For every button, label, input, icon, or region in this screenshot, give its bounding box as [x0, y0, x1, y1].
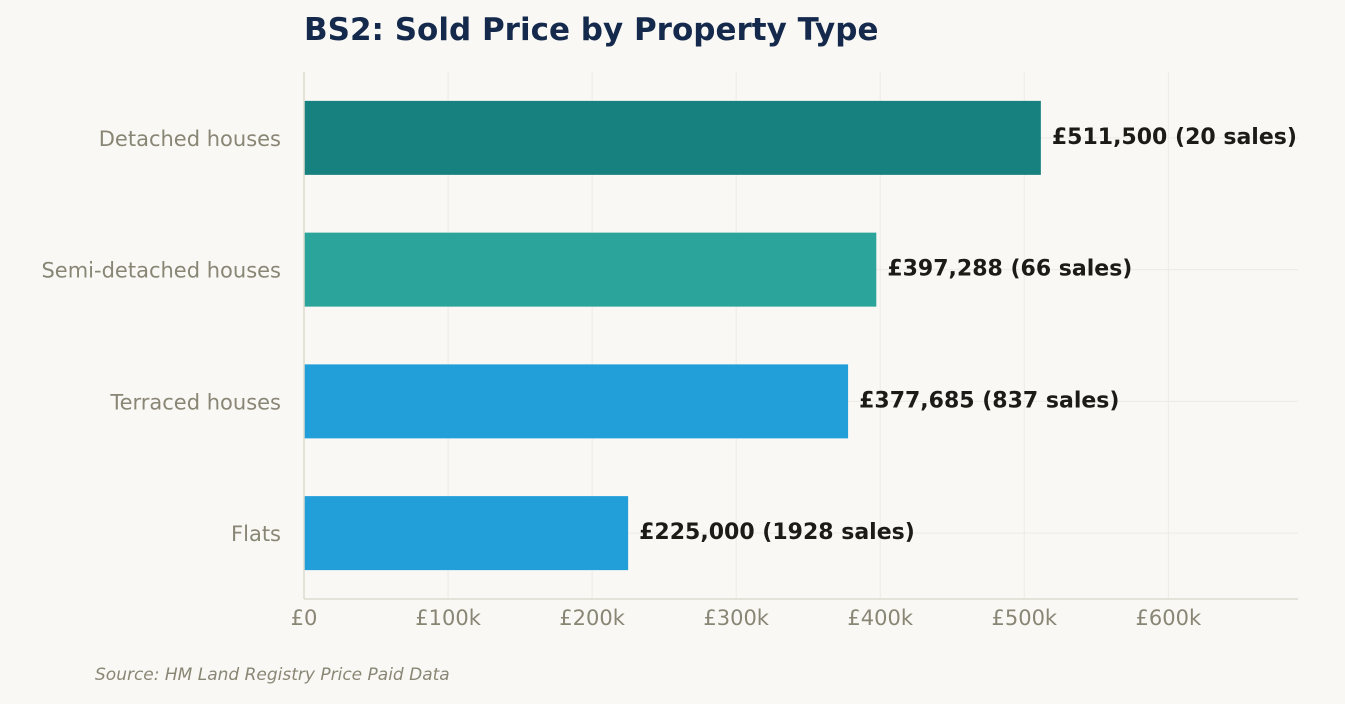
category-label: Semi-detached houses	[41, 259, 281, 283]
x-tick-label: £0	[291, 606, 318, 630]
axes	[303, 72, 1298, 600]
labels: Detached houses £511,500 (20 sales) Semi-d…	[41, 125, 1296, 630]
bar	[304, 100, 1041, 175]
x-tick-label: £500k	[991, 606, 1057, 630]
value-label: £377,685 (837 sales)	[859, 388, 1119, 413]
value-label: £397,288 (66 sales)	[887, 257, 1132, 282]
value-label: £511,500 (20 sales)	[1052, 125, 1297, 150]
x-tick-label: £100k	[415, 606, 481, 630]
chart-title: BS2: Sold Price by Property Type	[304, 12, 879, 48]
source-note: Source: HM Land Registry Price Paid Data	[95, 665, 450, 685]
category-label: Detached houses	[99, 127, 281, 151]
x-tick-label: £200k	[559, 606, 625, 630]
category-label: Terraced houses	[109, 390, 281, 414]
x-tick-label: £400k	[847, 606, 913, 630]
bar	[304, 496, 629, 571]
bar	[304, 364, 849, 439]
x-tick-label: £600k	[1136, 606, 1202, 630]
bar	[304, 232, 877, 307]
x-tick-label: £300k	[703, 606, 769, 630]
value-label: £225,000 (1928 sales)	[639, 520, 915, 545]
bars	[304, 100, 1041, 571]
category-label: Flats	[231, 522, 281, 546]
